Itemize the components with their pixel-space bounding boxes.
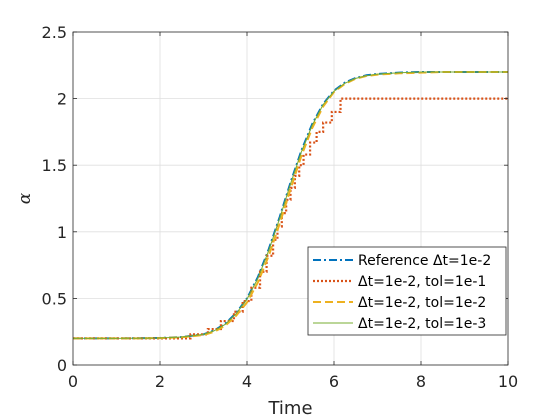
y-tick-label: 2.5 (42, 23, 67, 42)
series-line-4 (73, 71, 508, 339)
x-tick-label: 2 (155, 372, 165, 391)
y-tick-label: 0 (57, 356, 67, 375)
axis-ticks: 0 2 4 6 8 10 0 0.5 1 1.5 2 2.5 (42, 23, 519, 391)
series-lines (73, 70, 508, 340)
y-tick-label: 2 (57, 90, 67, 109)
legend-label-1: Reference Δt=1e-2 (358, 253, 491, 269)
y-tick-label: 1 (57, 223, 67, 242)
x-tick-label: 0 (68, 372, 78, 391)
series-line-2 (73, 97, 508, 340)
y-tick-label: 1.5 (42, 156, 67, 175)
x-tick-label: 8 (416, 372, 426, 391)
legend-label-2: Δt=1e-2, tol=1e-1 (358, 274, 486, 290)
legend: Reference Δt=1e-2 Δt=1e-2, tol=1e-1 Δt=1e-… (307, 246, 507, 336)
y-axis-label: α (15, 192, 35, 204)
x-axis-label: Time (267, 398, 312, 419)
x-tick-label: 10 (498, 372, 518, 391)
legend-box (307, 246, 507, 336)
axes-box (72, 31, 509, 366)
legend-label-3: Δt=1e-2, tol=1e-2 (358, 295, 486, 311)
x-tick-label: 6 (329, 372, 339, 391)
legend-label-4: Δt=1e-2, tol=1e-3 (358, 316, 486, 332)
y-tick-label: 0.5 (42, 289, 67, 308)
x-tick-label: 4 (242, 372, 252, 391)
